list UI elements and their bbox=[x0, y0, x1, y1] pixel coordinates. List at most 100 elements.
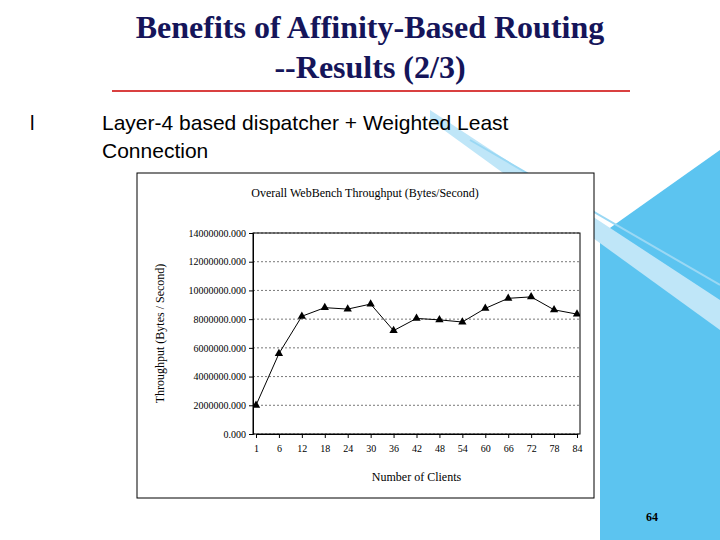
slide: Benefits of Affinity-Based Routing --Resu… bbox=[0, 0, 720, 540]
x-tick-mark bbox=[417, 434, 418, 438]
x-tick-mark bbox=[348, 434, 349, 438]
marker bbox=[253, 400, 260, 407]
x-tick-label: 78 bbox=[550, 443, 560, 454]
grid-line bbox=[253, 376, 580, 377]
y-tick-mark bbox=[249, 377, 253, 378]
x-axis: 1 6 12 18 24 30 36 42 48 54 60 66 72 78 84 bbox=[254, 434, 583, 454]
grid bbox=[253, 233, 580, 434]
x-tick-label: 72 bbox=[527, 443, 537, 454]
marker bbox=[550, 305, 558, 312]
y-tick: 10000000.000 bbox=[189, 285, 254, 296]
x-tick: 48 bbox=[435, 434, 445, 454]
y-tick: 2000000.000 bbox=[194, 400, 254, 411]
y-tick-mark bbox=[249, 348, 253, 349]
y-tick-label: 10000000.000 bbox=[189, 285, 247, 296]
y-axis: 0.000 2000000.000 4000000.000 6000000.000 80… bbox=[189, 228, 254, 440]
x-tick: 78 bbox=[550, 434, 560, 454]
y-tick-mark bbox=[249, 290, 253, 291]
x-tick-mark bbox=[394, 434, 395, 438]
y-tick-label: 6000000.000 bbox=[194, 343, 247, 354]
y-tick-mark bbox=[249, 262, 253, 263]
y-tick-label: 8000000.000 bbox=[194, 314, 247, 325]
marker bbox=[389, 326, 397, 333]
x-tick: 30 bbox=[366, 434, 376, 454]
y-tick-label: 14000000.000 bbox=[189, 228, 247, 239]
x-tick-mark bbox=[554, 434, 555, 438]
y-tick-label: 2000000.000 bbox=[194, 400, 247, 411]
x-tick-mark bbox=[256, 434, 257, 438]
y-tick: 14000000.000 bbox=[189, 228, 254, 239]
x-tick-mark bbox=[485, 434, 486, 438]
y-axis-title: Throughput (Bytes / Second) bbox=[153, 264, 167, 404]
x-tick: 18 bbox=[320, 434, 330, 454]
x-tick: 1 bbox=[254, 434, 259, 454]
y-tick-label: 12000000.000 bbox=[189, 256, 247, 267]
marker bbox=[504, 294, 512, 301]
x-tick-mark bbox=[279, 434, 280, 438]
slide-title: Benefits of Affinity-Based Routing bbox=[136, 9, 604, 45]
x-tick-label: 6 bbox=[277, 443, 282, 454]
x-tick-label: 60 bbox=[481, 443, 491, 454]
series bbox=[253, 292, 580, 408]
x-tick: 66 bbox=[504, 434, 514, 454]
marker bbox=[412, 314, 420, 321]
x-tick-label: 12 bbox=[297, 443, 307, 454]
x-tick: 84 bbox=[573, 434, 583, 454]
y-tick: 6000000.000 bbox=[194, 343, 254, 354]
x-tick-mark bbox=[508, 434, 509, 438]
chart-title: Overall WebBench Throughput (Bytes/Secon… bbox=[251, 186, 479, 200]
x-tick-mark bbox=[325, 434, 326, 438]
decor-band bbox=[600, 150, 720, 540]
y-tick: 0.000 bbox=[224, 429, 254, 440]
x-tick-label: 66 bbox=[504, 443, 514, 454]
marker bbox=[458, 317, 466, 324]
plot-frame bbox=[253, 233, 580, 434]
grid-line bbox=[253, 405, 580, 406]
x-axis-title: Number of Clients bbox=[372, 470, 462, 484]
x-tick-label: 48 bbox=[435, 443, 445, 454]
x-tick-mark bbox=[439, 434, 440, 438]
series-line bbox=[256, 297, 577, 405]
x-tick-mark bbox=[577, 434, 578, 438]
grid-line bbox=[253, 290, 580, 291]
x-tick-mark bbox=[531, 434, 532, 438]
marker bbox=[366, 299, 374, 306]
x-tick: 12 bbox=[297, 434, 307, 454]
y-tick: 4000000.000 bbox=[194, 371, 254, 382]
y-tick: 8000000.000 bbox=[194, 314, 254, 325]
page-number: 64 bbox=[646, 510, 658, 524]
bullet-marker: l bbox=[30, 112, 34, 134]
marker bbox=[573, 309, 580, 316]
y-tick-mark bbox=[249, 434, 253, 435]
x-tick-label: 18 bbox=[320, 443, 330, 454]
x-tick-label: 1 bbox=[254, 443, 259, 454]
x-tick-label: 42 bbox=[412, 443, 422, 454]
slide-title: --Results (2/3) bbox=[274, 49, 465, 85]
y-tick-mark bbox=[249, 405, 253, 406]
grid-line bbox=[253, 347, 580, 348]
y-tick: 12000000.000 bbox=[189, 256, 254, 267]
marker bbox=[344, 304, 352, 311]
x-tick: 42 bbox=[412, 434, 422, 454]
marker bbox=[527, 292, 535, 299]
marker bbox=[435, 315, 443, 322]
x-axis-line bbox=[257, 435, 578, 439]
x-tick-mark bbox=[302, 434, 303, 438]
x-tick: 60 bbox=[481, 434, 491, 454]
x-tick-label: 24 bbox=[343, 443, 353, 454]
x-tick-mark bbox=[371, 434, 372, 438]
x-tick-label: 54 bbox=[458, 443, 468, 454]
y-tick-label: 0.000 bbox=[224, 429, 247, 440]
x-tick-label: 36 bbox=[389, 443, 399, 454]
x-tick: 72 bbox=[527, 434, 537, 454]
marker bbox=[275, 349, 283, 356]
x-tick: 6 bbox=[277, 434, 282, 454]
title-rule bbox=[112, 90, 630, 92]
x-tick-label: 84 bbox=[573, 443, 583, 454]
x-tick-mark bbox=[462, 434, 463, 438]
x-tick-label: 30 bbox=[366, 443, 376, 454]
x-tick: 36 bbox=[389, 434, 399, 454]
marker bbox=[321, 303, 329, 310]
grid-line bbox=[253, 261, 580, 262]
marker bbox=[298, 311, 306, 318]
